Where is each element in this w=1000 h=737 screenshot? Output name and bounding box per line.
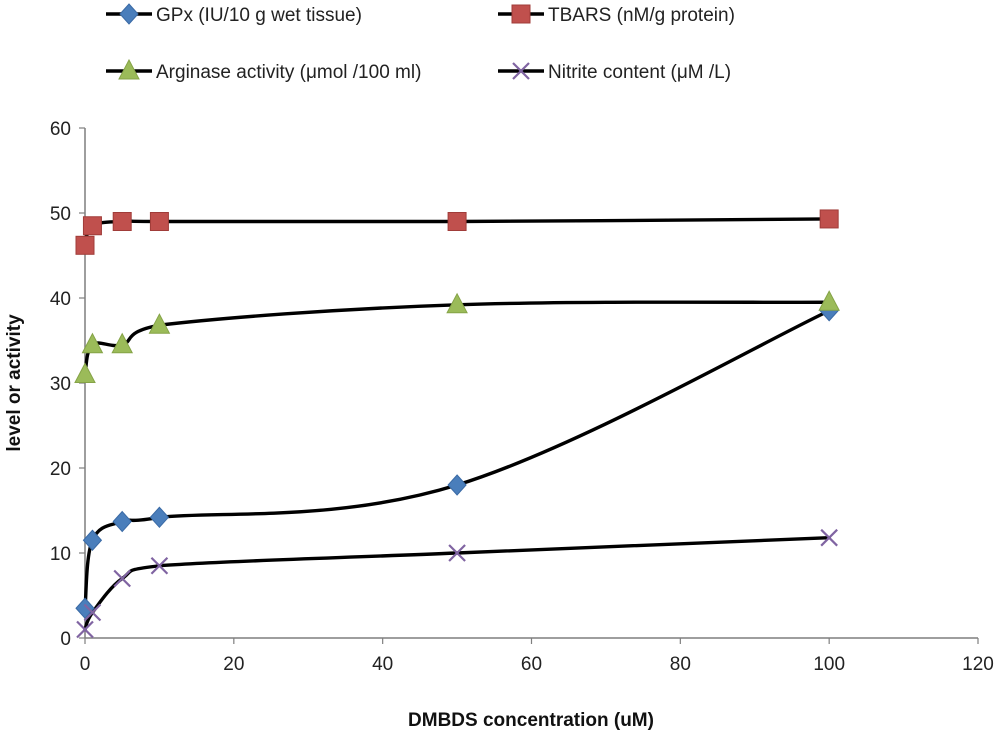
legend-marker-swatch [118, 58, 140, 80]
y-tick-label: 50 [50, 204, 71, 225]
y-tick-label: 10 [50, 544, 71, 565]
data-point-marker [74, 362, 96, 383]
data-point-marker [81, 332, 104, 354]
data-point-marker [820, 528, 838, 547]
data-point-marker [75, 235, 95, 255]
x-tick-label: 60 [521, 654, 542, 675]
data-point-marker [448, 544, 466, 562]
x-axis-title: DMBDS concentration (uM) [408, 710, 654, 731]
data-point-marker [111, 332, 134, 354]
data-point-marker [82, 216, 102, 236]
data-point-marker [446, 292, 468, 314]
data-point-marker [149, 506, 170, 529]
x-tick-label: 20 [223, 654, 244, 675]
legend-marker-swatch [511, 4, 531, 24]
data-point-marker [83, 603, 102, 622]
legend-label: TBARS (nM/g protein) [548, 5, 735, 26]
x-tick-label: 120 [962, 654, 994, 675]
data-point-marker [150, 556, 169, 575]
legend-marker-swatch [512, 62, 530, 80]
x-tick-label: 40 [372, 654, 393, 675]
y-tick-label: 60 [50, 119, 71, 140]
data-point-marker [76, 620, 94, 639]
data-point-marker [447, 212, 467, 231]
x-tick-label: 80 [670, 654, 691, 675]
legend-label: GPx (IU/10 g wet tissue) [156, 5, 362, 26]
legend-label: Arginase activity (μmol /100 ml) [156, 62, 421, 83]
ticks: 0 10 20 30 40 50 60 0 20 40 60 80 100 120 [50, 119, 994, 675]
legend-label: Nitrite content (μM /L) [548, 62, 731, 83]
y-axis-title: level or activity [4, 314, 25, 452]
y-tick-label: 20 [50, 459, 71, 480]
data-point-marker [112, 510, 132, 533]
x-tick-label: 100 [813, 654, 845, 675]
series-markers [74, 209, 840, 639]
legend-entry: GPx (IU/10 g wet tissue) [106, 3, 362, 26]
legend-entry: Nitrite content (μM /L) [498, 62, 731, 83]
data-point-marker [112, 212, 132, 231]
data-point-marker [148, 313, 171, 334]
data-point-marker [75, 597, 95, 619]
data-point-marker [447, 474, 467, 496]
legend-entry: TBARS (nM/g protein) [498, 4, 735, 26]
data-point-marker [113, 569, 131, 588]
data-point-marker [819, 209, 839, 229]
x-tick-label: 0 [80, 654, 91, 675]
y-tick-label: 40 [50, 289, 71, 310]
legend-entry: Arginase activity (μmol /100 ml) [106, 58, 421, 83]
data-point-marker [818, 290, 840, 311]
legend: GPx (IU/10 g wet tissue) TBARS (nM/g prot… [106, 3, 735, 83]
data-point-marker [149, 212, 169, 231]
series-lines [83, 217, 831, 632]
y-tick-label: 30 [50, 374, 71, 395]
legend-marker-swatch [119, 3, 139, 25]
data-point-marker [82, 529, 103, 551]
y-tick-label: 0 [60, 629, 71, 650]
